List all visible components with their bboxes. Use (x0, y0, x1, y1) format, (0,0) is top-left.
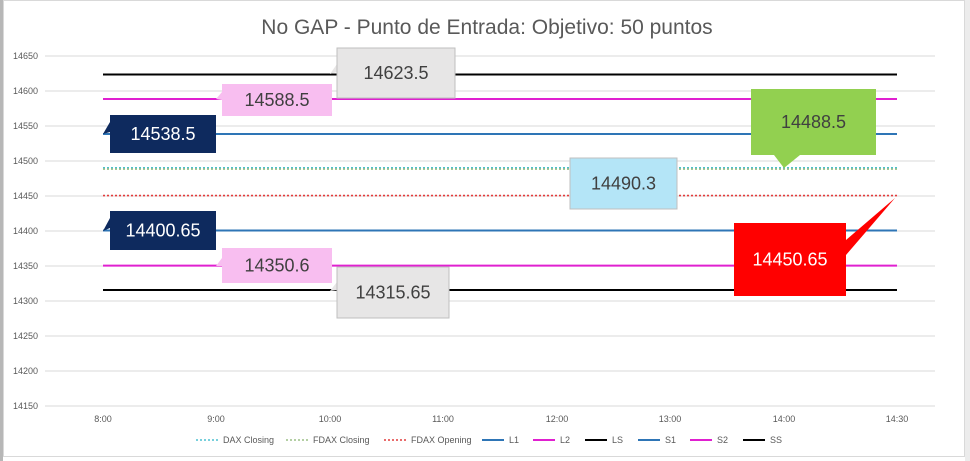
data-label: 14450.65 (752, 250, 827, 270)
x-tick-label: 8:00 (94, 414, 112, 424)
data-label: 14538.5 (130, 124, 195, 144)
x-tick-label: 10:00 (319, 414, 342, 424)
legend-entry: S2 (717, 435, 728, 445)
legend-entry: L1 (509, 435, 519, 445)
callout-pointer (774, 155, 800, 168)
x-tick-label: 14:30 (886, 414, 909, 424)
callout-pointer (216, 258, 222, 266)
data-label: 14588.5 (244, 90, 309, 110)
legend-entry: L2 (560, 435, 570, 445)
data-label: 14315.65 (355, 283, 430, 303)
callout: 14450.65 (734, 198, 895, 296)
callout: 14623.5 (330, 47, 456, 99)
y-tick-label: 14450 (13, 191, 38, 201)
y-tick-label: 14550 (13, 121, 38, 131)
data-label: 14490.3 (591, 174, 656, 194)
legend-entry: LS (612, 435, 623, 445)
y-tick-label: 14500 (13, 156, 38, 166)
data-label: 14350.6 (244, 256, 309, 276)
y-tick-label: 14600 (13, 86, 38, 96)
callout: 14488.5 (751, 89, 876, 168)
callout-pointer (216, 92, 222, 100)
x-tick-label: 9:00 (207, 414, 225, 424)
callout-box (734, 223, 846, 296)
callout-box (110, 211, 216, 250)
y-tick-label: 14350 (13, 261, 38, 271)
y-tick-label: 14150 (13, 401, 38, 411)
y-tick-label: 14200 (13, 366, 38, 376)
data-label: 14488.5 (781, 112, 846, 132)
callout-box (110, 115, 216, 153)
callout-pointer (103, 218, 110, 231)
x-tick-label: 12:00 (546, 414, 569, 424)
x-axis-tick-labels: 8:00 9:00 10:00 11:00 12:00 13:00 14:00 14:30 (94, 414, 908, 424)
y-tick-label: 14300 (13, 296, 38, 306)
callout-box (569, 157, 678, 210)
callout: 14400.65 (103, 211, 216, 250)
y-tick-label: 14650 (13, 51, 38, 61)
scrollbar-strip (965, 0, 970, 461)
callout: 14490.3 (569, 157, 678, 210)
y-tick-label: 14250 (13, 331, 38, 341)
callout-pointer (846, 198, 895, 255)
callout-box (336, 47, 456, 99)
legend-entry: SS (770, 435, 782, 445)
y-axis-tick-labels: 14150 14200 14250 14300 14350 14400 14450 14500… (13, 51, 38, 411)
x-tick-label: 11:00 (432, 414, 454, 424)
callout: 14588.5 (216, 84, 332, 116)
legend-entry: DAX Closing (223, 435, 274, 445)
legend-entry: S1 (665, 435, 676, 445)
callout-box (222, 84, 332, 116)
value-callouts: 14623.5 14588.5 14538.5 14488.5 14490.3 14400… (103, 47, 895, 319)
callout-box (751, 89, 876, 155)
x-tick-label: 13:00 (659, 414, 682, 424)
callout-pointer (330, 282, 337, 291)
callout-pointer (330, 64, 337, 74)
data-label: 14623.5 (363, 63, 428, 83)
legend-entry: FDAX Closing (313, 435, 370, 445)
window-edge-strip (0, 0, 3, 461)
callout-box (222, 248, 332, 283)
chart-title: No GAP - Punto de Entrada: Objetivo: 50 … (261, 16, 712, 39)
data-label: 14400.65 (125, 221, 200, 241)
callout-box (336, 266, 450, 319)
callout: 14350.6 (216, 248, 332, 283)
callout-pointer (103, 122, 110, 134)
y-tick-label: 14400 (13, 226, 38, 236)
legend: DAX Closing FDAX Closing FDAX Opening L1 L2 L… (196, 435, 782, 445)
x-tick-label: 14:00 (773, 414, 796, 424)
callout: 14315.65 (330, 266, 450, 319)
legend-entry: FDAX Opening (411, 435, 472, 445)
callout: 14538.5 (103, 115, 216, 153)
